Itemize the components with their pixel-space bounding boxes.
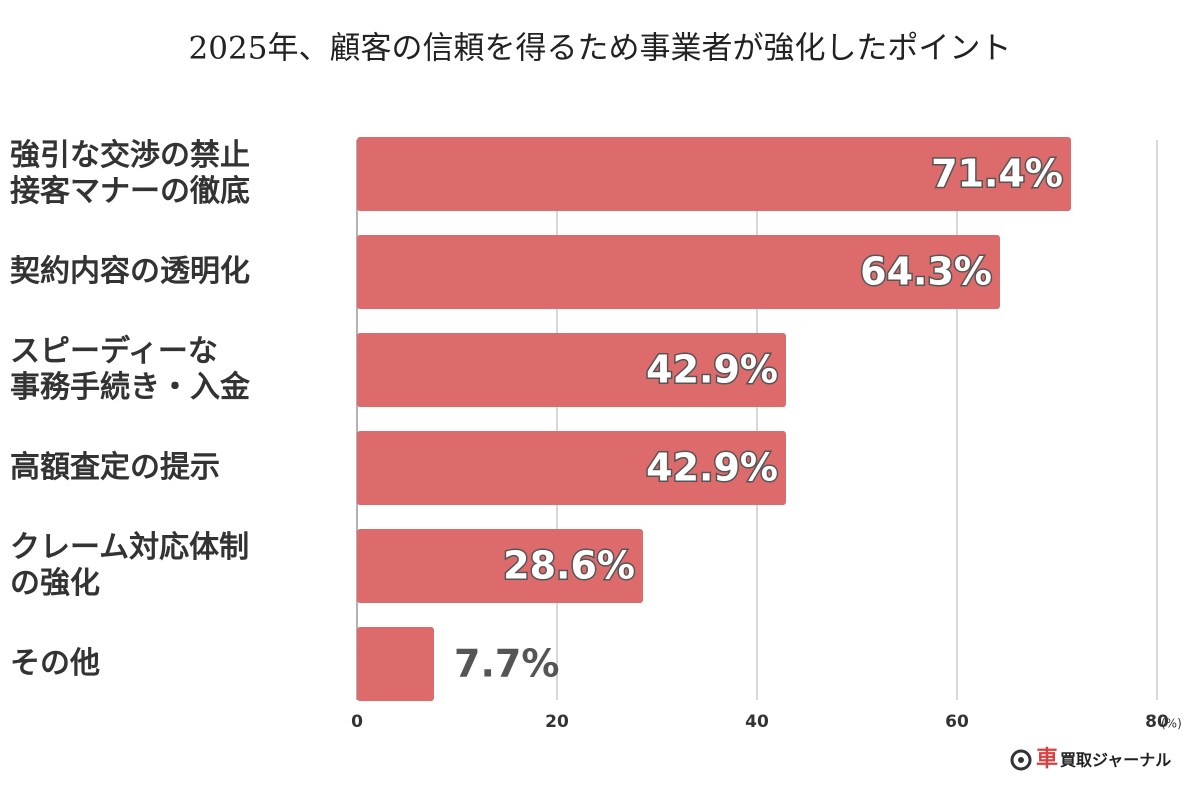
value-label: 28.6% [503, 544, 635, 588]
y-tick-label: その他 [10, 646, 100, 681]
x-tick-label: 60 [945, 712, 969, 732]
y-tick-label: クレーム対応体制 の強化 [10, 530, 250, 601]
x-tick-label: 80 [1145, 712, 1169, 732]
bar [357, 627, 434, 701]
y-tick-label: 強引な交渉の禁止 接客マナーの徹底 [10, 138, 250, 209]
chart-title: 2025年、顧客の信頼を得るため事業者が強化したポイント [189, 31, 1012, 67]
logo-text: 買取ジャーナル [1060, 751, 1171, 770]
bar [357, 529, 643, 603]
value-label: 64.3% [860, 250, 992, 294]
bar [357, 431, 786, 505]
bar [357, 235, 1000, 309]
bar [357, 137, 1071, 211]
x-tick-label: 20 [545, 712, 569, 732]
logo-icon [1010, 749, 1032, 771]
y-tick-label: 契約内容の透明化 [10, 254, 250, 289]
logo: 車 買取ジャーナル [1010, 747, 1171, 772]
value-label: 71.4% [931, 152, 1063, 196]
value-label: 42.9% [646, 446, 778, 490]
x-tick-label: 0 [351, 712, 363, 732]
bar [357, 333, 786, 407]
logo-mark: 車 [1036, 747, 1058, 772]
x-unit: (%) [1161, 717, 1182, 731]
x-tick-label: 40 [745, 712, 769, 732]
logo-icon-hub [1018, 757, 1024, 763]
y-tick-label: スピーディーな 事務手続き・入金 [10, 334, 250, 405]
value-label: 7.7% [454, 642, 559, 686]
value-label: 42.9% [646, 348, 778, 392]
y-tick-label: 高額査定の提示 [10, 450, 220, 485]
